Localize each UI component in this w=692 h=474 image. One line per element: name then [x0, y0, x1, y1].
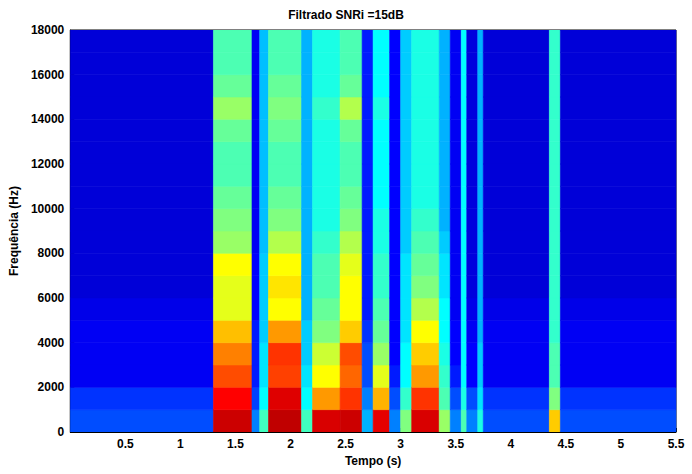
svg-text:6000: 6000	[38, 291, 65, 305]
svg-text:14000: 14000	[31, 112, 65, 126]
svg-text:10000: 10000	[31, 202, 65, 216]
svg-text:5.5: 5.5	[668, 437, 685, 451]
svg-text:0.5: 0.5	[117, 437, 134, 451]
svg-text:3.5: 3.5	[447, 437, 464, 451]
svg-text:8000: 8000	[38, 246, 65, 260]
svg-text:5: 5	[618, 437, 625, 451]
svg-text:0: 0	[58, 425, 65, 439]
svg-text:Tempo (s): Tempo (s)	[345, 454, 401, 468]
svg-text:1.5: 1.5	[227, 437, 244, 451]
svg-text:3: 3	[397, 437, 404, 451]
svg-text:4.5: 4.5	[558, 437, 575, 451]
svg-text:12000: 12000	[31, 157, 65, 171]
svg-text:18000: 18000	[31, 23, 65, 37]
svg-text:2000: 2000	[38, 380, 65, 394]
svg-text:4: 4	[507, 437, 514, 451]
svg-text:1: 1	[177, 437, 184, 451]
svg-text:2.5: 2.5	[337, 437, 354, 451]
svg-text:Frequência (Hz): Frequência (Hz)	[7, 186, 21, 276]
svg-text:Filtrado SNRi =15dB: Filtrado SNRi =15dB	[288, 8, 404, 22]
svg-text:16000: 16000	[31, 68, 65, 82]
svg-text:2: 2	[287, 437, 294, 451]
svg-text:4000: 4000	[38, 336, 65, 350]
